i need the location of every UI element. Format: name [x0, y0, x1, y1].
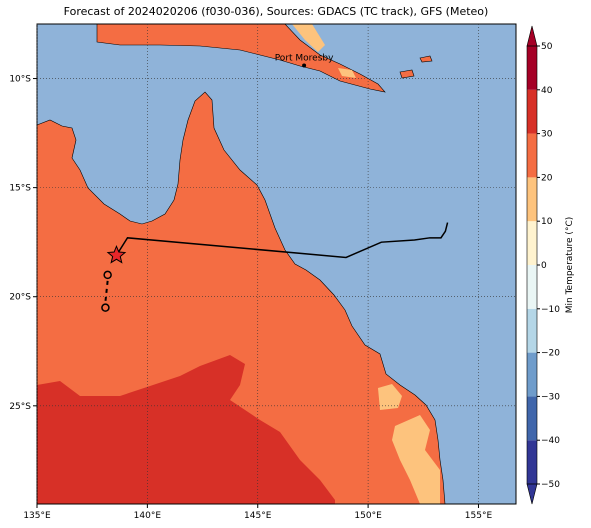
storm-track [115, 222, 449, 259]
colorbar-tick-label: 20 [541, 173, 553, 183]
mild-region [378, 384, 402, 410]
colorbar-tick-label: −10 [541, 305, 560, 315]
x-tick-label: 155°E [465, 511, 493, 521]
colorbar-band [527, 133, 537, 178]
colorbar-tick-label: −30 [541, 392, 560, 402]
island [419, 55, 433, 63]
current-position [106, 244, 127, 264]
colorbar-band [527, 440, 537, 484]
y-tick-label: 25°S [9, 402, 31, 412]
past-position [103, 270, 112, 280]
mild-region [392, 415, 440, 504]
colorbar-tick-label: 0 [541, 261, 547, 271]
mild-region [338, 68, 356, 78]
colorbar-tick-label: −20 [541, 349, 560, 359]
colorbar-band [527, 396, 537, 441]
x-tick-label: 145°E [244, 511, 272, 521]
x-tick-label: 135°E [23, 511, 51, 521]
map-area [36, 23, 517, 505]
colorbar-band [527, 308, 537, 353]
land-new-guinea [96, 23, 386, 93]
mild-region [292, 24, 325, 52]
island [399, 69, 415, 79]
title: Forecast of 2024020206 (f030-036), Sourc… [64, 5, 489, 18]
colorbar-tick-label: 50 [541, 42, 553, 52]
colorbar-band [527, 221, 537, 265]
colorbar-tick-label: 10 [541, 217, 553, 227]
past-track [104, 280, 109, 302]
colorbar-band [527, 352, 537, 397]
y-tick-label: 10°S [9, 75, 31, 85]
colorbar-tick-label: −40 [541, 436, 560, 446]
x-tick-label: 140°E [134, 511, 162, 521]
y-tick-label: 15°S [9, 184, 31, 194]
past-position [101, 303, 110, 312]
colorbar-extend [526, 25, 538, 47]
y-tick-label: 20°S [9, 293, 31, 303]
colorbar-band [527, 177, 537, 222]
colorbar-band [527, 46, 537, 90]
colorbar-band [527, 89, 537, 134]
colorbar-tick-label: −50 [541, 480, 560, 490]
city-label: Port Moresby [275, 53, 334, 63]
warm-region [37, 355, 335, 504]
colorbar-tick-label: 30 [541, 130, 553, 140]
colorbar-tick-label: 40 [541, 86, 553, 96]
colorbar-band [527, 265, 537, 309]
colorbar-extend [526, 483, 538, 505]
city-marker [302, 63, 307, 68]
colorbar-label: Min Temperature (°C) [565, 217, 575, 314]
x-tick-label: 150°E [354, 511, 382, 521]
